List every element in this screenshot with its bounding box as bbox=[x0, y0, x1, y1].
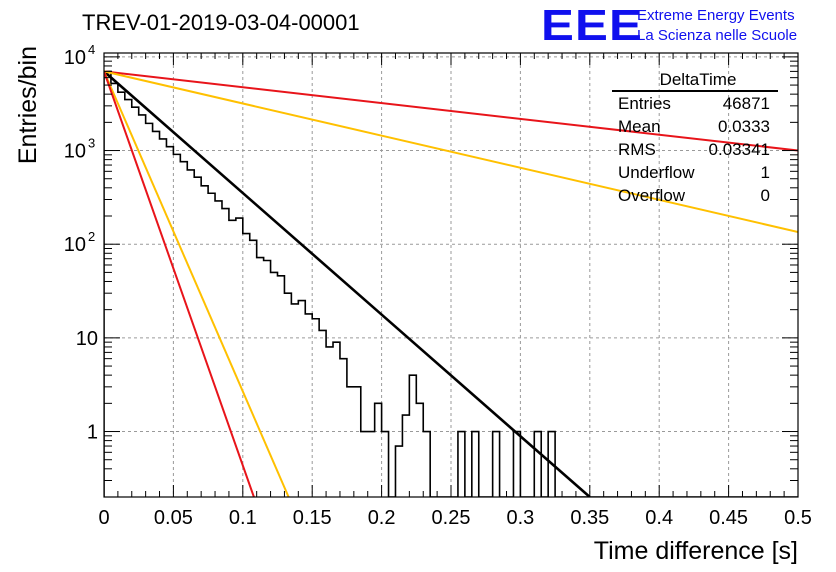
series-line-5 bbox=[104, 71, 255, 497]
x-axis-label: Time difference [s] bbox=[594, 537, 798, 565]
eee-logo-mark: EEE bbox=[541, 1, 643, 50]
stat-row-rms: RMS 0.03341 bbox=[612, 138, 778, 161]
logo-line-1: Extreme Energy Events bbox=[637, 7, 795, 24]
stat-value: 0 bbox=[760, 186, 770, 205]
plot-title: TREV-01-2019-03-04-00001 bbox=[82, 10, 360, 35]
logo-line-2: La Scienza nelle Scuole bbox=[637, 27, 798, 44]
series-line-1 bbox=[104, 70, 591, 497]
x-tick-label: 0.35 bbox=[570, 507, 609, 529]
x-tick-label: 0.05 bbox=[154, 507, 193, 529]
stat-label: Underflow bbox=[618, 163, 695, 182]
y-axis-label: Entries/bin bbox=[14, 46, 42, 164]
x-tick-label: 0.5 bbox=[784, 507, 812, 529]
stat-label: Overflow bbox=[618, 186, 686, 205]
y-tick-label: 10 bbox=[64, 47, 86, 69]
stat-row-mean: Mean 0.0333 bbox=[612, 115, 778, 138]
series-line-4 bbox=[104, 70, 290, 497]
stats-title: DeltaTime bbox=[612, 70, 778, 92]
y-tick-label: 10 bbox=[76, 328, 98, 350]
series-line-2 bbox=[104, 70, 798, 152]
y-tick-exponent: 2 bbox=[88, 229, 95, 244]
stat-value: 1 bbox=[760, 163, 770, 182]
y-tick-exponent: 4 bbox=[88, 42, 95, 57]
y-tick-label: 1 bbox=[87, 422, 98, 444]
x-tick-label: 0 bbox=[98, 507, 109, 529]
stat-row-overflow: Overflow 0 bbox=[612, 184, 778, 207]
stat-row-entries: Entries 46871 bbox=[612, 92, 778, 115]
y-tick-label: 10 bbox=[64, 141, 86, 163]
stat-label: RMS bbox=[618, 140, 656, 159]
stats-box: DeltaTime Entries 46871 Mean 0.0333 RMS … bbox=[612, 70, 778, 207]
stat-row-underflow: Underflow 1 bbox=[612, 161, 778, 184]
stat-value: 46871 bbox=[722, 94, 770, 113]
series-line-3 bbox=[104, 70, 798, 233]
stat-label: Entries bbox=[618, 94, 671, 113]
x-tick-label: 0.1 bbox=[229, 507, 257, 529]
stat-value: 0.0333 bbox=[718, 117, 770, 136]
x-tick-label: 0.2 bbox=[368, 507, 396, 529]
x-tick-label: 0.25 bbox=[432, 507, 471, 529]
x-tick-label: 0.45 bbox=[709, 507, 748, 529]
y-tick-exponent: 3 bbox=[88, 136, 95, 151]
stat-label: Mean bbox=[618, 117, 661, 136]
x-tick-label: 0.3 bbox=[506, 507, 534, 529]
stat-value: 0.03341 bbox=[708, 140, 770, 159]
y-tick-label: 10 bbox=[64, 234, 86, 256]
x-tick-label: 0.15 bbox=[293, 507, 332, 529]
histogram bbox=[104, 70, 798, 497]
x-tick-label: 0.4 bbox=[645, 507, 673, 529]
